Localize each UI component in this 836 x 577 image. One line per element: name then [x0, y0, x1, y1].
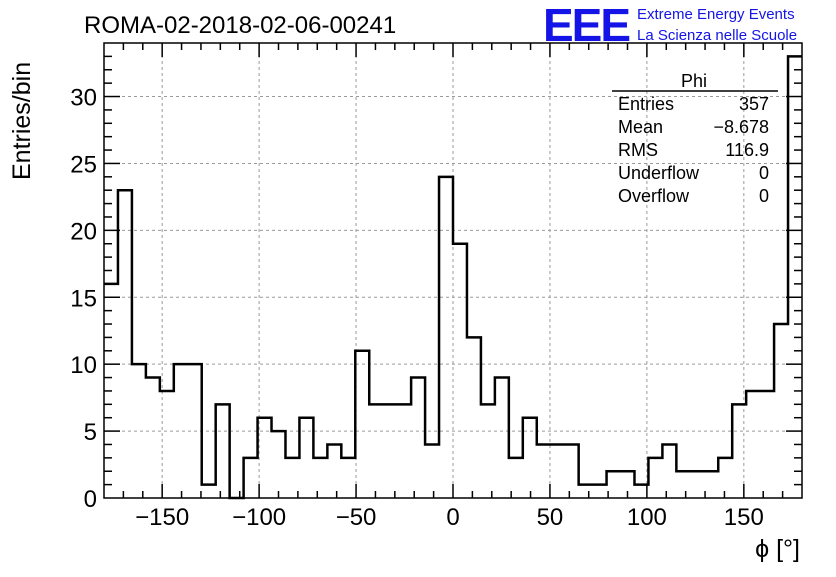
- stats-row-value: 116.9: [725, 140, 769, 160]
- chart-title: ROMA-02-2018-02-06-00241: [84, 12, 396, 39]
- stats-row-label: Mean: [618, 117, 663, 137]
- x-tick-label: −50: [336, 504, 377, 531]
- y-tick-label: 25: [70, 151, 97, 178]
- x-tick-label: 0: [446, 504, 459, 531]
- y-tick-labels: 0 5 10 15 20 25 30: [70, 85, 97, 513]
- x-tick-label: 50: [537, 504, 564, 531]
- x-axis-label: ϕ [°]: [755, 535, 800, 563]
- stats-row-label: Underflow: [618, 163, 700, 183]
- y-axis-label: Entries/bin: [8, 62, 36, 180]
- stats-box: Phi Entries 357 Mean −8.678 RMS 116.9 Underflo…: [612, 71, 778, 206]
- y-tick-label: 10: [70, 352, 97, 379]
- y-tick-label: 0: [84, 486, 97, 513]
- x-tick-label: 150: [724, 504, 764, 531]
- eee-logo: EEE Extreme Energy Events La Scienza nel…: [543, 0, 797, 51]
- stats-row-value: −8.678: [713, 117, 769, 137]
- y-tick-label: 15: [70, 285, 97, 312]
- eee-logo-line1: Extreme Energy Events: [637, 6, 795, 23]
- x-tick-label: 100: [627, 504, 667, 531]
- stats-row-label: Overflow: [618, 186, 690, 206]
- stats-box-title: Phi: [681, 71, 707, 91]
- x-tick-label: −100: [232, 504, 286, 531]
- stats-row-value: 0: [759, 163, 769, 183]
- x-tick-label: −150: [135, 504, 189, 531]
- grid: [104, 43, 802, 498]
- y-tick-label: 5: [84, 419, 97, 446]
- eee-logo-line2: La Scienza nelle Scuole: [637, 27, 797, 44]
- histogram-outline: [104, 55, 802, 500]
- stats-row-value: 0: [759, 186, 769, 206]
- eee-logo-mark: EEE: [543, 0, 629, 51]
- y-tick-label: 30: [70, 85, 97, 112]
- x-tick-labels: −150 −100 −50 0 50 100 150: [135, 504, 764, 531]
- axis-ticks: [104, 43, 802, 498]
- stats-row-label: RMS: [618, 140, 658, 160]
- stats-row-label: Entries: [618, 94, 674, 114]
- stats-row-value: 357: [739, 94, 769, 114]
- stats-box-rows: Entries 357 Mean −8.678 RMS 116.9 Underflow 0 Ov…: [618, 94, 769, 206]
- y-tick-label: 20: [70, 218, 97, 245]
